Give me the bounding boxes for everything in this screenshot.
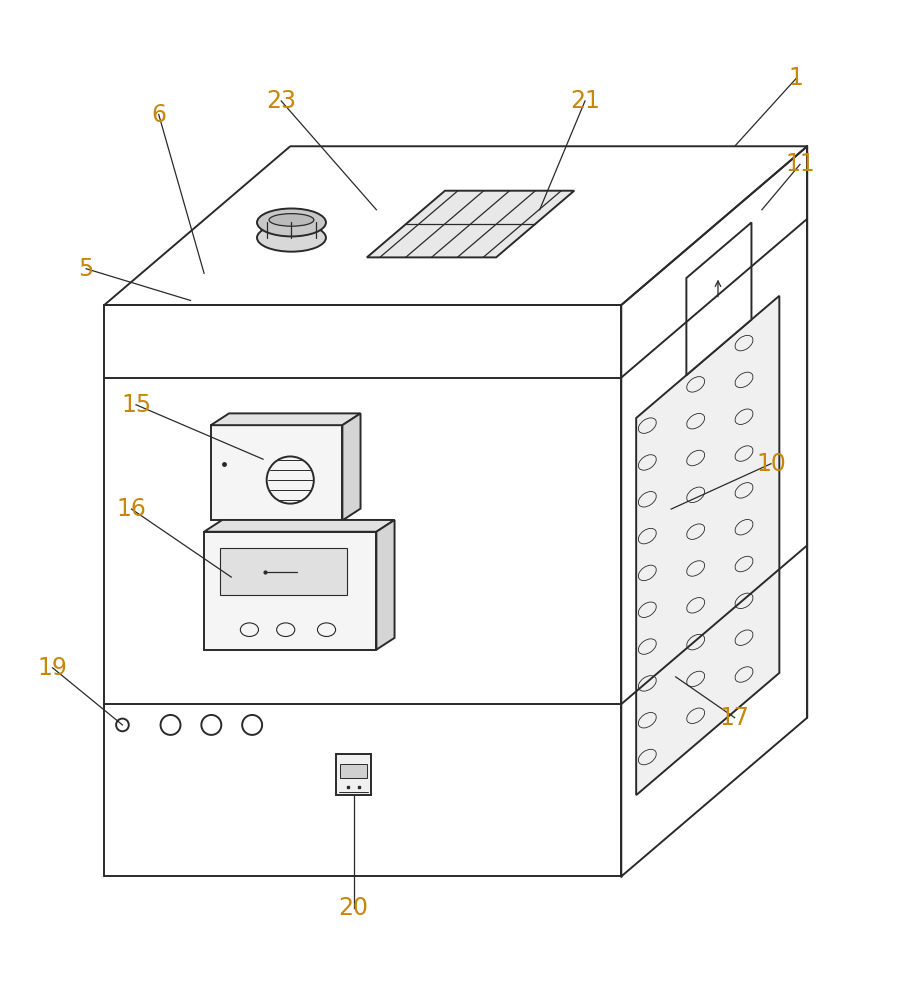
Polygon shape — [204, 520, 395, 532]
Polygon shape — [636, 296, 779, 795]
Polygon shape — [210, 413, 360, 425]
Text: 1: 1 — [789, 66, 804, 90]
Text: 20: 20 — [338, 896, 369, 920]
Text: 11: 11 — [785, 152, 814, 176]
Text: 6: 6 — [151, 103, 166, 127]
FancyBboxPatch shape — [336, 754, 371, 795]
Text: 15: 15 — [121, 393, 151, 417]
Text: 5: 5 — [79, 257, 93, 281]
Polygon shape — [343, 413, 360, 520]
Text: 19: 19 — [38, 656, 67, 680]
Text: 10: 10 — [756, 452, 785, 476]
Ellipse shape — [257, 208, 326, 236]
Polygon shape — [687, 222, 751, 375]
FancyBboxPatch shape — [204, 532, 376, 650]
Text: 16: 16 — [117, 497, 146, 521]
Ellipse shape — [257, 224, 326, 252]
Text: 23: 23 — [266, 89, 297, 113]
FancyBboxPatch shape — [340, 764, 367, 778]
Text: 17: 17 — [720, 706, 749, 730]
Text: 21: 21 — [571, 89, 600, 113]
Polygon shape — [366, 191, 574, 257]
FancyBboxPatch shape — [220, 548, 347, 595]
FancyBboxPatch shape — [210, 425, 342, 520]
Polygon shape — [376, 520, 395, 650]
Ellipse shape — [269, 214, 314, 226]
